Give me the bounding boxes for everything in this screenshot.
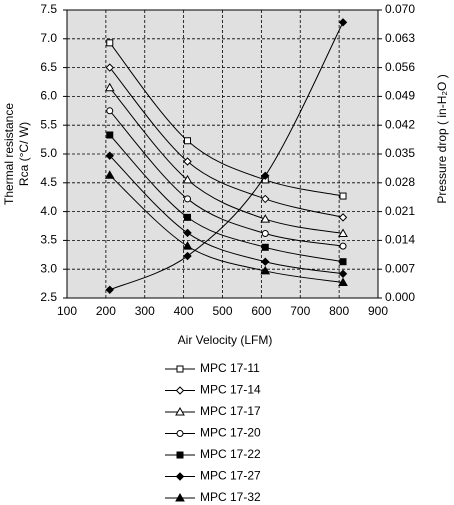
series-line xyxy=(109,67,344,218)
y2-tick-label: 0.035 xyxy=(385,146,415,160)
marker xyxy=(184,137,192,145)
legend-label: MPC 17-20 xyxy=(200,426,261,440)
marker xyxy=(175,492,185,502)
x-tick-label: 800 xyxy=(329,304,349,318)
y-tick-label: 3.0 xyxy=(40,261,57,275)
marker xyxy=(184,195,192,203)
marker xyxy=(105,63,114,72)
marker xyxy=(183,157,192,166)
x-axis-title: Air Velocity (LFM) xyxy=(178,333,273,347)
plot-border xyxy=(66,9,379,299)
marker xyxy=(338,277,348,286)
marker xyxy=(339,258,347,266)
marker xyxy=(106,39,114,47)
y-tick-label: 5.0 xyxy=(40,146,57,160)
marker xyxy=(261,171,270,181)
x-tick-label: 100 xyxy=(57,304,77,318)
series-line xyxy=(109,110,344,247)
marker xyxy=(175,406,185,416)
y-tick-label: 6.0 xyxy=(40,89,57,103)
x-tick-label: 700 xyxy=(290,304,310,318)
y-tick-label: 4.0 xyxy=(40,204,57,218)
y2-axis-title: Pressure drop ( in-H₂O ) xyxy=(435,74,449,203)
y2-tick-label: 0.000 xyxy=(385,290,415,304)
y2-tick-label: 0.049 xyxy=(385,89,415,103)
y2-tick-label: 0.028 xyxy=(385,175,415,189)
y-tick-label: 6.5 xyxy=(40,60,57,74)
y2-tick-label: 0.014 xyxy=(385,233,415,247)
marker xyxy=(339,192,347,200)
marker xyxy=(338,269,348,279)
y-tick-label: 7.0 xyxy=(40,31,57,45)
marker xyxy=(183,251,192,261)
marker xyxy=(261,194,270,204)
marker xyxy=(261,243,269,251)
y2-tick-label: 0.042 xyxy=(385,117,415,131)
series-line xyxy=(109,174,344,283)
marker xyxy=(260,214,271,223)
x-tick-label: 200 xyxy=(96,304,116,318)
y2-tick-label: 0.007 xyxy=(385,261,415,275)
series-line xyxy=(109,134,344,263)
series-line xyxy=(109,155,344,275)
x-tick-label: 900 xyxy=(368,304,388,318)
marker xyxy=(106,107,114,115)
marker xyxy=(261,229,269,237)
marker xyxy=(176,365,184,373)
marker xyxy=(261,257,270,266)
marker xyxy=(105,285,114,294)
marker xyxy=(184,213,192,221)
legend-label: MPC 17-27 xyxy=(200,469,261,483)
marker xyxy=(339,242,347,250)
marker xyxy=(175,386,185,395)
y2-tick-label: 0.021 xyxy=(385,204,415,218)
y-tick-label: 3.5 xyxy=(40,233,57,247)
legend-label: MPC 17-32 xyxy=(200,490,261,504)
marker xyxy=(175,472,185,481)
marker xyxy=(176,451,184,459)
legend-label: MPC 17-11 xyxy=(200,361,260,375)
marker xyxy=(182,241,193,250)
x-tick-label: 300 xyxy=(135,304,155,318)
y2-tick-label: 0.056 xyxy=(385,60,415,74)
marker xyxy=(260,265,271,275)
y-tick-label: 4.5 xyxy=(40,175,57,189)
marker xyxy=(106,131,114,139)
x-tick-label: 600 xyxy=(251,304,271,318)
marker xyxy=(182,174,193,184)
x-tick-label: 400 xyxy=(174,304,194,318)
marker xyxy=(105,151,114,160)
y-axis-title: Rca (°C/ W) xyxy=(17,122,31,186)
y-tick-label: 2.5 xyxy=(40,290,57,304)
y2-tick-label: 0.063 xyxy=(385,31,415,45)
marker xyxy=(104,170,115,179)
y2-tick-label: 0.070 xyxy=(385,2,415,16)
y-tick-label: 5.5 xyxy=(40,117,57,131)
legend-label: MPC 17-22 xyxy=(200,447,261,461)
marker xyxy=(183,228,192,238)
series-line xyxy=(109,87,344,234)
marker xyxy=(338,228,348,237)
series-line xyxy=(109,22,344,291)
series-line xyxy=(109,42,344,197)
marker xyxy=(338,213,348,222)
y-axis-title: Thermal resistance xyxy=(2,103,16,205)
marker xyxy=(176,430,184,437)
marker xyxy=(338,18,348,27)
legend-label: MPC 17-17 xyxy=(200,404,261,418)
legend-label: MPC 17-14 xyxy=(200,383,261,397)
y-tick-label: 7.5 xyxy=(40,2,57,16)
x-tick-label: 500 xyxy=(212,304,232,318)
marker xyxy=(104,82,115,92)
